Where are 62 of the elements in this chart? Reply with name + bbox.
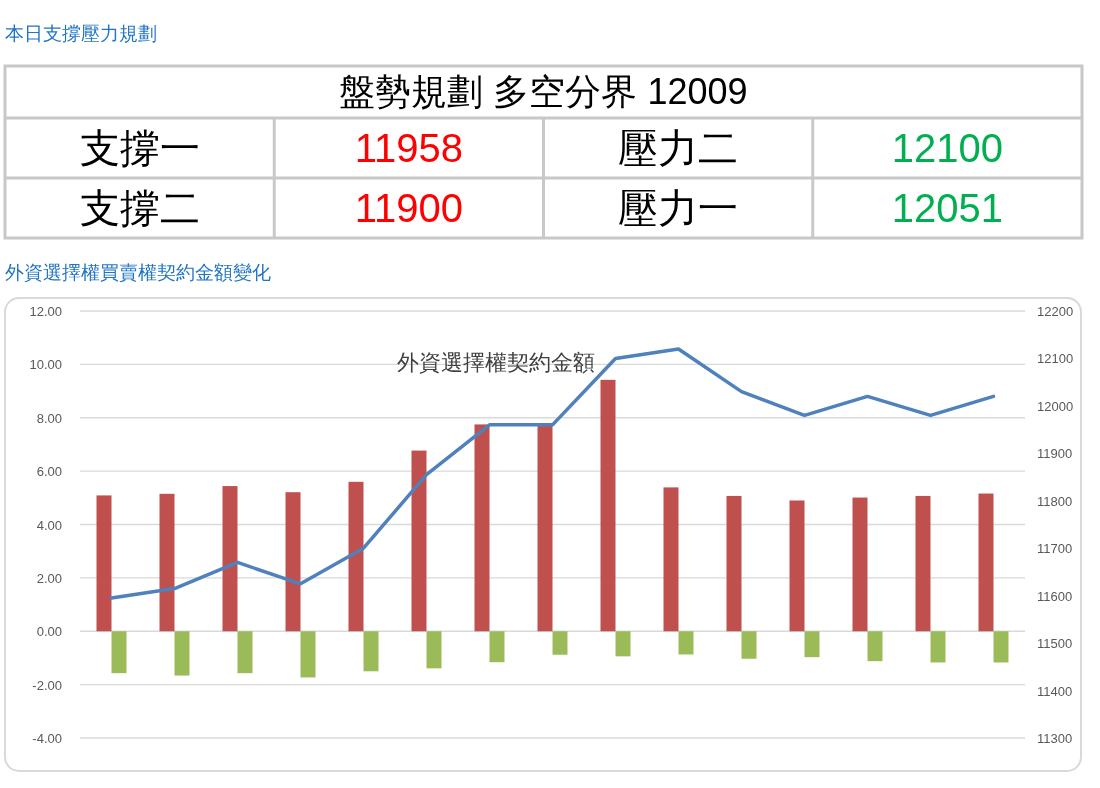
bar bbox=[852, 497, 868, 632]
data-label: 11958 bbox=[354, 126, 464, 170]
y-tick-label: 8.00 bbox=[36, 410, 62, 426]
text: 外資選擇權契約金額 bbox=[397, 350, 595, 375]
bar bbox=[930, 631, 946, 663]
y-tick-label: 0.00 bbox=[36, 624, 62, 640]
bar bbox=[96, 495, 112, 632]
y2-tick-label: 11800 bbox=[1037, 493, 1073, 509]
bar bbox=[537, 425, 553, 632]
bar bbox=[222, 486, 238, 632]
bar bbox=[741, 631, 757, 659]
y-tick-label: 6.00 bbox=[36, 464, 62, 480]
data-label: 11900 bbox=[354, 186, 464, 230]
category-label: 壓力一 bbox=[618, 186, 739, 230]
bar bbox=[915, 495, 931, 632]
bar bbox=[411, 450, 427, 632]
bar bbox=[678, 631, 694, 655]
bar bbox=[300, 631, 316, 678]
bar bbox=[111, 631, 127, 674]
y2-tick-label: 11700 bbox=[1037, 541, 1073, 557]
bar bbox=[615, 631, 631, 657]
category-label: 支撐二 bbox=[79, 186, 200, 230]
text: 盤勢規劃 多空分界 12009 bbox=[339, 71, 748, 112]
bar bbox=[285, 492, 301, 632]
y-tick-label: -4.00 bbox=[32, 731, 62, 746]
bar bbox=[663, 487, 679, 632]
bar bbox=[978, 493, 994, 632]
text: 本日支撐壓力規劃 bbox=[5, 23, 157, 44]
bar bbox=[159, 493, 175, 632]
bar bbox=[804, 631, 820, 658]
line-series bbox=[109, 347, 996, 600]
category-label: 支撐一 bbox=[79, 126, 200, 170]
y2-tick-label: 11400 bbox=[1037, 683, 1073, 699]
y-tick-label: 2.00 bbox=[36, 570, 62, 586]
y-tick-label: -2.00 bbox=[32, 677, 62, 693]
bar bbox=[237, 631, 253, 674]
bar bbox=[993, 631, 1009, 663]
y-tick-label: 4.00 bbox=[36, 517, 62, 533]
y-tick-label: 12.00 bbox=[29, 304, 62, 319]
y2-tick-label: 12000 bbox=[1037, 398, 1074, 414]
chart-title: 外資選擇權買賣權契約金額變化 bbox=[5, 262, 271, 283]
y2-tick-label: 12100 bbox=[1037, 351, 1074, 367]
category-label: 壓力二 bbox=[618, 126, 739, 170]
bar bbox=[552, 631, 568, 655]
data-label: 12100 bbox=[891, 126, 1003, 170]
y2-tick-label: 11300 bbox=[1037, 731, 1073, 746]
bar bbox=[426, 631, 442, 669]
bar bbox=[726, 495, 742, 632]
y2-tick-label: 11900 bbox=[1037, 446, 1073, 462]
y2-tick-label: 12200 bbox=[1037, 304, 1074, 319]
bar bbox=[789, 500, 805, 632]
bar bbox=[489, 631, 505, 663]
y2-tick-label: 11600 bbox=[1037, 588, 1073, 604]
y-tick-label: 10.00 bbox=[29, 357, 62, 373]
y2-tick-label: 11500 bbox=[1037, 636, 1073, 652]
bar bbox=[474, 424, 490, 632]
bar bbox=[348, 481, 364, 632]
bar bbox=[174, 631, 190, 676]
bar bbox=[363, 631, 379, 672]
bar bbox=[600, 379, 616, 632]
data-label: 12051 bbox=[891, 186, 1003, 230]
bar bbox=[867, 631, 883, 662]
